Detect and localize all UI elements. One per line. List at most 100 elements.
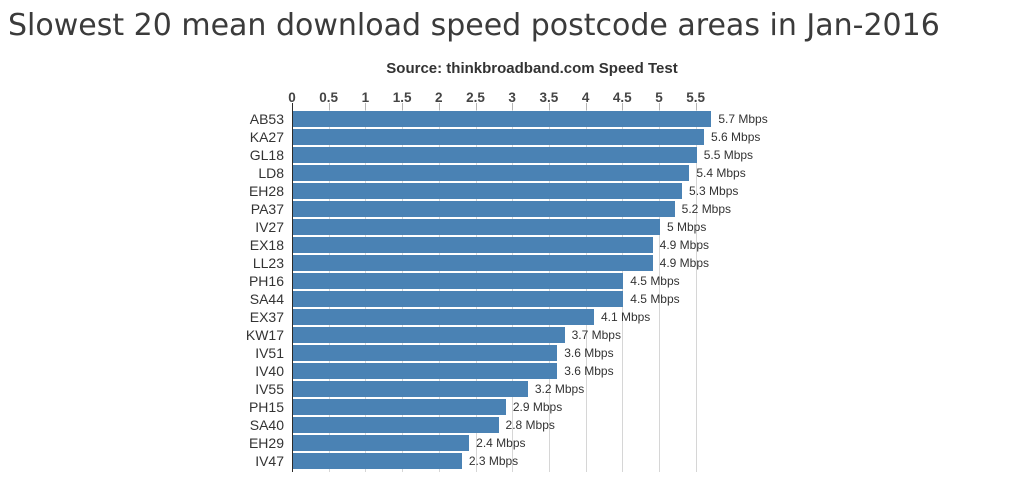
category-label: PH15 (248, 399, 284, 415)
value-label: 5.7 Mbps (718, 112, 768, 126)
bar-row: LL23 4.9 Mbps (0, 254, 1025, 272)
bar (293, 381, 528, 397)
x-tick-mark (475, 103, 477, 110)
value-label: 3.7 Mbps (571, 328, 621, 342)
bar (293, 255, 653, 271)
x-tick-mark (695, 103, 697, 110)
category-label: EX18 (249, 237, 284, 253)
bar-row: IV40 3.6 Mbps (0, 362, 1025, 380)
x-tick-label: 1.5 (392, 90, 412, 105)
x-tick-mark (585, 103, 587, 110)
y-axis-line (292, 103, 293, 472)
value-label: 4.9 Mbps (659, 256, 710, 270)
bar-row: IV51 3.6 Mbps (0, 344, 1025, 362)
x-tick-label: 5.5 (686, 90, 706, 105)
bar (293, 183, 683, 199)
bar (293, 345, 558, 361)
category-label: KA27 (249, 129, 284, 145)
bar-row: EX18 4.9 Mbps (0, 236, 1025, 254)
category-label: EH29 (248, 435, 284, 451)
bar-row: KA27 5.6 Mbps (0, 128, 1025, 146)
bar-row: AB53 5.7 Mbps (0, 110, 1025, 128)
chart-title: Slowest 20 mean download speed postcode … (8, 8, 940, 43)
bar (293, 363, 558, 379)
bar (293, 417, 499, 433)
bar-row: PH15 2.9 Mbps (0, 398, 1025, 416)
bar (293, 237, 653, 253)
value-label: 2.9 Mbps (512, 400, 563, 414)
value-label: 5 Mbps (667, 220, 707, 234)
gridline (695, 110, 697, 472)
x-tick-label: 0.5 (319, 90, 339, 105)
value-label: 5.4 Mbps (696, 166, 746, 180)
bar (293, 435, 470, 451)
value-label: 4.1 Mbps (600, 310, 651, 324)
value-label: 3.6 Mbps (564, 364, 614, 378)
bar (293, 219, 660, 235)
x-tick-label: 3 (508, 90, 516, 105)
bar-row: IV27 5 Mbps (0, 218, 1025, 236)
value-label: 5.5 Mbps (703, 148, 754, 162)
category-label: KW17 (245, 327, 284, 343)
value-label: 4.5 Mbps (630, 292, 680, 306)
category-label: IV47 (255, 453, 284, 469)
x-tick-mark (328, 103, 330, 110)
category-label: IV51 (255, 345, 284, 361)
value-label: 2.8 Mbps (505, 418, 555, 432)
value-label: 2.3 Mbps (468, 454, 519, 468)
bar-row: EH28 5.3 Mbps (0, 182, 1025, 200)
value-label: 3.6 Mbps (564, 346, 614, 360)
category-label: IV55 (255, 381, 284, 397)
bar-row: IV55 3.2 Mbps (0, 380, 1025, 398)
x-tick-mark (512, 103, 514, 110)
value-label: 2.4 Mbps (476, 436, 526, 450)
category-label: LL23 (252, 255, 284, 271)
value-label: 3.2 Mbps (534, 382, 585, 396)
bar-row: EX37 4.1 Mbps (0, 308, 1025, 326)
x-tick-mark (438, 103, 440, 110)
category-label: IV40 (255, 363, 284, 379)
plot-area: AB53 5.7 Mbps KA27 5.6 Mbps GL18 5.5 Mbps LD8 5… (0, 110, 1025, 470)
category-label: PH16 (248, 273, 284, 289)
category-label: EX37 (249, 309, 284, 325)
category-label: LD8 (258, 165, 284, 181)
bar (293, 327, 565, 343)
category-label: SA40 (249, 417, 284, 433)
bar-row: LD8 5.4 Mbps (0, 164, 1025, 182)
value-label: 5.3 Mbps (689, 184, 739, 198)
bar-row: PH16 4.5 Mbps (0, 272, 1025, 290)
bar (293, 201, 675, 217)
bar (293, 273, 624, 289)
bar-row: SA40 2.8 Mbps (0, 416, 1025, 434)
bar (293, 111, 712, 127)
bar (293, 309, 594, 325)
x-tick-mark (365, 103, 367, 110)
category-label: AB53 (249, 111, 284, 127)
x-tick-label: 2 (435, 90, 443, 105)
x-tick-label: 4 (581, 90, 590, 105)
category-label: SA44 (249, 291, 284, 307)
x-tick-label: 0 (288, 90, 296, 105)
chart-subtitle: Source: thinkbroadband.com Speed Test (386, 60, 678, 77)
bar (293, 147, 697, 163)
value-label: 4.9 Mbps (659, 238, 710, 252)
x-tick-mark (548, 103, 550, 110)
value-label: 5.6 Mbps (711, 130, 761, 144)
bar-row: EH29 2.4 Mbps (0, 434, 1025, 452)
x-tick-mark (402, 103, 404, 110)
bar (293, 129, 705, 145)
bar-row: IV47 2.3 Mbps (0, 452, 1025, 470)
x-tick-mark (622, 103, 624, 110)
x-tick-label: 2.5 (466, 90, 485, 105)
value-label: 5.2 Mbps (681, 202, 732, 216)
bar-row: SA44 4.5 Mbps (0, 290, 1025, 308)
category-label: GL18 (249, 147, 284, 163)
x-tick-label: 1 (361, 90, 370, 105)
bar (293, 165, 690, 181)
x-tick-label: 4.5 (612, 90, 632, 105)
bar-row: KW17 3.7 Mbps (0, 326, 1025, 344)
bar (293, 453, 462, 469)
x-tick-label: 3.5 (539, 90, 559, 105)
gridline (659, 110, 660, 472)
